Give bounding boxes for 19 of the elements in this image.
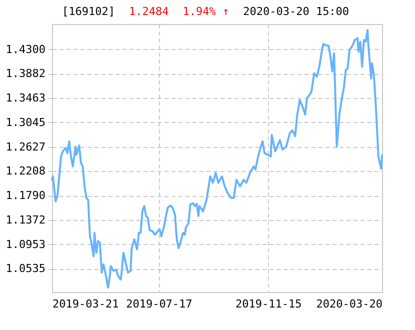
y-tick-label: 1.3045 xyxy=(6,116,46,129)
x-tick-label: 2019-03-21 xyxy=(52,298,119,310)
x-tick-label: 2020-03-20 xyxy=(316,298,382,310)
text: 2020-03-20 15:00 xyxy=(243,5,350,18)
text: 1.2484 xyxy=(128,5,169,18)
y-tick-label: 1.3463 xyxy=(6,92,46,105)
y-tick-label: 1.0953 xyxy=(6,238,46,251)
y-tick-label: 1.1372 xyxy=(6,213,46,226)
y-tick-label: 1.0535 xyxy=(6,262,46,276)
y-tick-label: 1.2208 xyxy=(6,164,46,178)
chart-title: [169102] xyxy=(62,5,115,18)
text: 1.94% ↑ xyxy=(182,5,230,18)
y-tick-label: 1.4300 xyxy=(6,42,46,56)
x-tick-label: 2019-11-15 xyxy=(235,298,302,310)
x-tick-label: 2019-07-17 xyxy=(126,298,192,310)
y-tick-label: 1.2627 xyxy=(6,140,46,154)
y-tick-label: 1.1790 xyxy=(6,189,46,202)
line-series xyxy=(51,29,383,289)
y-tick-label: 1.3882 xyxy=(6,67,46,80)
